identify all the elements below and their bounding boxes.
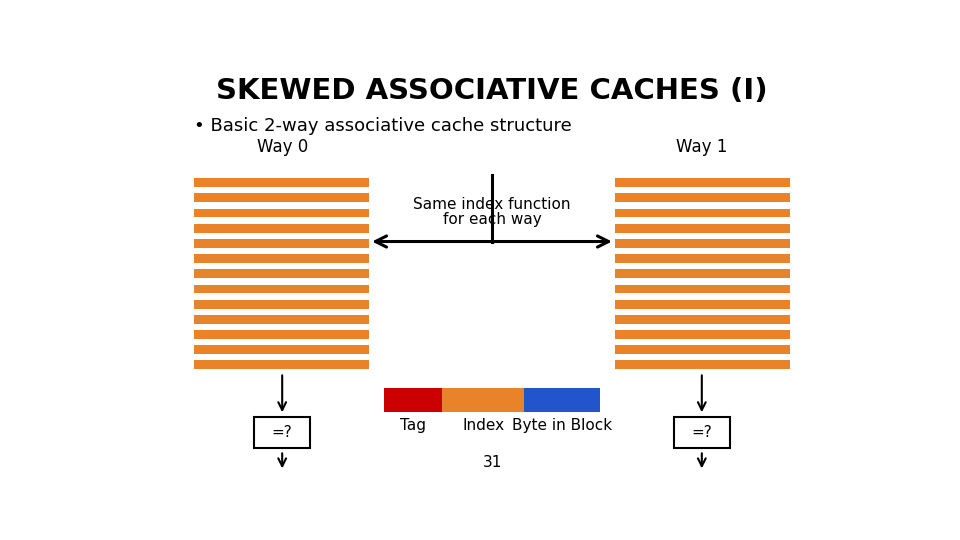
Bar (194, 315, 370, 323)
Text: Way 1: Way 1 (676, 138, 728, 156)
Bar (443, 388, 524, 412)
Bar (614, 239, 789, 248)
Bar (194, 224, 370, 233)
Text: Index: Index (463, 418, 504, 433)
Bar (194, 208, 370, 218)
Bar (194, 345, 370, 354)
Text: Tag: Tag (400, 418, 426, 433)
Text: for each way: for each way (443, 212, 541, 227)
Bar (194, 239, 370, 248)
Bar (614, 178, 789, 187)
Text: SKEWED ASSOCIATIVE CACHES (I): SKEWED ASSOCIATIVE CACHES (I) (216, 77, 768, 105)
Bar (194, 178, 370, 187)
Bar (194, 330, 370, 339)
Text: 31: 31 (482, 455, 502, 470)
Bar (254, 417, 310, 448)
Bar (614, 285, 789, 293)
Bar (194, 285, 370, 293)
Text: =?: =? (691, 426, 712, 440)
Bar (524, 388, 600, 412)
Bar (614, 315, 789, 323)
Text: Way 0: Way 0 (256, 138, 308, 156)
Bar (614, 193, 789, 202)
Bar (614, 208, 789, 218)
Text: =?: =? (272, 426, 293, 440)
Bar (194, 300, 370, 308)
Bar (194, 254, 370, 263)
Bar (674, 417, 730, 448)
Bar (614, 345, 789, 354)
Bar (614, 361, 789, 369)
Text: • Basic 2-way associative cache structure: • Basic 2-way associative cache structur… (194, 117, 572, 135)
Bar (194, 193, 370, 202)
Text: Same index function: Same index function (413, 198, 571, 212)
Bar (614, 254, 789, 263)
Bar (384, 388, 443, 412)
Bar (614, 300, 789, 308)
Bar (614, 330, 789, 339)
Bar (614, 224, 789, 233)
Text: Byte in Block: Byte in Block (512, 418, 612, 433)
Bar (194, 361, 370, 369)
Bar (614, 269, 789, 278)
Bar (194, 269, 370, 278)
